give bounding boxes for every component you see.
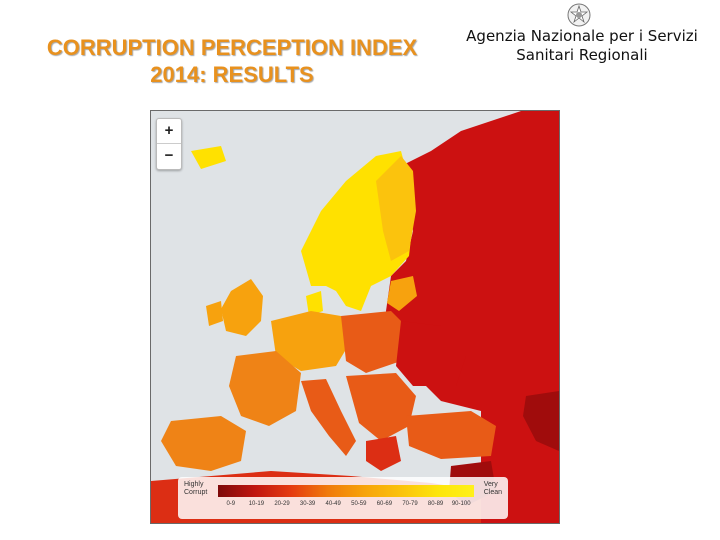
map-region-france[interactable] (229, 351, 301, 426)
legend-range-label: 30-39 (299, 501, 316, 507)
map-region-italy[interactable] (301, 379, 356, 456)
legend-range-label: 40-49 (325, 501, 341, 507)
legend-low-label-line-1: Highly (184, 481, 204, 488)
map-canvas[interactable] (151, 111, 559, 523)
legend-range-label: 60-69 (376, 501, 393, 507)
map-region-balkans[interactable] (346, 373, 416, 441)
legend-color-scale (218, 485, 474, 497)
map-region-ireland[interactable] (206, 301, 223, 326)
legend-high-label-line-1: Very (483, 481, 498, 488)
map-region-baltics[interactable] (387, 276, 417, 311)
map-region-iberia[interactable] (161, 416, 246, 471)
map-region-iceland[interactable] (191, 146, 226, 169)
map-legend: Highly Corrupt 0-9 10-19 20-29 30-39 40-49 50… (178, 477, 508, 519)
italian-republic-emblem-icon (566, 2, 592, 28)
zoom-control: + − (156, 118, 182, 170)
map-region-baltic-north[interactable] (376, 156, 416, 261)
map-region-turkey[interactable] (406, 411, 496, 459)
map-region-ukraine[interactable] (396, 321, 466, 386)
legend-range-label: 0-9 (226, 501, 236, 507)
legend-range-label: 70-79 (402, 501, 418, 507)
legend-ticks: 0-9 10-19 20-29 30-39 40-49 50-59 60-69 70-79 80… (218, 501, 474, 511)
zoom-out-button[interactable]: − (164, 147, 174, 164)
map-region-russia[interactable] (386, 111, 559, 523)
zoom-in-button[interactable]: + (157, 119, 181, 144)
slide-title-line-2: 2014: RESULTS (150, 62, 314, 87)
legend-range-label: 50-59 (351, 501, 367, 507)
slide-title-line-1: CORRUPTION PERCEPTION INDEX (46, 35, 418, 60)
legend-high-label-line-2: Clean (483, 489, 502, 496)
slide-title: CORRUPTION PERCEPTION INDEX 2014: RESULT… (12, 34, 452, 88)
map-region-greece[interactable] (366, 436, 401, 471)
map-region-central-west[interactable] (271, 311, 351, 371)
legend-high-label: Very Clean (484, 481, 502, 497)
map-region-uk[interactable] (221, 279, 263, 336)
agency-name: Agenzia Nazionale per i Servizi Sanitari… (462, 27, 702, 65)
legend-range-label: 80-89 (427, 501, 444, 507)
legend-low-label: Highly Corrupt (184, 481, 207, 497)
agency-name-line-2: Sanitari Regionali (516, 46, 648, 64)
map-region-caucasus[interactable] (523, 391, 559, 451)
europe-cpi-map[interactable]: + − Highly Corrupt 0-9 10-19 20-29 30-39 40-… (150, 110, 560, 524)
legend-range-label: 90-100 (451, 501, 471, 507)
legend-range-label: 20-29 (274, 501, 290, 507)
agency-name-line-1: Agenzia Nazionale per i Servizi (466, 27, 698, 45)
legend-low-label-line-2: Corrupt (184, 489, 208, 496)
legend-range-label: 10-19 (248, 501, 265, 507)
map-region-east-central[interactable] (341, 311, 406, 373)
map-region-denmark[interactable] (306, 291, 323, 316)
